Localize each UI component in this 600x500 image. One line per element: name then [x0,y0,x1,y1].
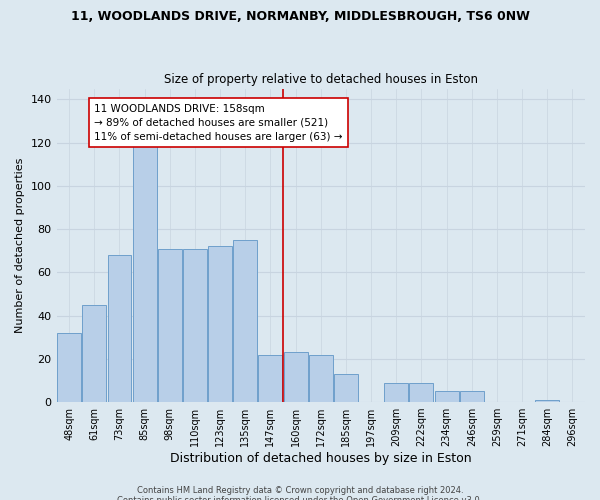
Bar [57,333,81,402]
Title: Size of property relative to detached houses in Eston: Size of property relative to detached ho… [164,73,478,86]
Bar [460,392,484,402]
Bar [259,354,283,402]
Bar [233,240,257,402]
Bar [107,255,131,402]
Bar [385,382,408,402]
Bar [434,392,458,402]
Bar [284,352,308,402]
Bar [183,248,207,402]
Bar [158,248,182,402]
Bar [309,354,333,402]
Y-axis label: Number of detached properties: Number of detached properties [15,158,25,333]
Text: Contains HM Land Registry data © Crown copyright and database right 2024.: Contains HM Land Registry data © Crown c… [137,486,463,495]
Text: 11, WOODLANDS DRIVE, NORMANBY, MIDDLESBROUGH, TS6 0NW: 11, WOODLANDS DRIVE, NORMANBY, MIDDLESBR… [71,10,529,23]
Text: Contains public sector information licensed under the Open Government Licence v3: Contains public sector information licen… [118,496,482,500]
X-axis label: Distribution of detached houses by size in Eston: Distribution of detached houses by size … [170,452,472,465]
Bar [82,305,106,402]
Bar [208,246,232,402]
Bar [535,400,559,402]
Text: 11 WOODLANDS DRIVE: 158sqm
→ 89% of detached houses are smaller (521)
11% of sem: 11 WOODLANDS DRIVE: 158sqm → 89% of deta… [94,104,343,142]
Bar [334,374,358,402]
Bar [133,142,157,402]
Bar [409,382,433,402]
